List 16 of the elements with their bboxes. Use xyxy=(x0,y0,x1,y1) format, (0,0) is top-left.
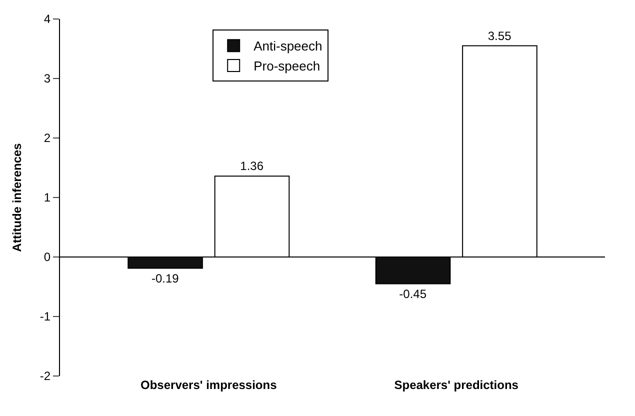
y-tick-label: 4 xyxy=(44,12,51,26)
y-tick-label: -2 xyxy=(40,369,51,384)
x-tick-label: Speakers' predictions xyxy=(394,378,519,392)
y-tick-label: -1 xyxy=(40,310,51,324)
legend-label: Anti-speech xyxy=(254,38,322,54)
y-tick-label: 3 xyxy=(44,72,51,86)
legend-label: Pro-speech xyxy=(254,58,320,74)
y-tick-label: 0 xyxy=(44,250,51,264)
data-label: -0.45 xyxy=(399,286,427,301)
y-axis-title: Attitude inferences xyxy=(10,142,24,252)
x-tick-label: Observers' impressions xyxy=(140,378,278,392)
y-tick-label: 1 xyxy=(44,190,51,205)
data-label: -0.19 xyxy=(151,271,180,286)
data-label: 1.36 xyxy=(240,159,264,174)
y-tick-label: 2 xyxy=(44,131,51,146)
data-label: 3.55 xyxy=(488,28,512,43)
